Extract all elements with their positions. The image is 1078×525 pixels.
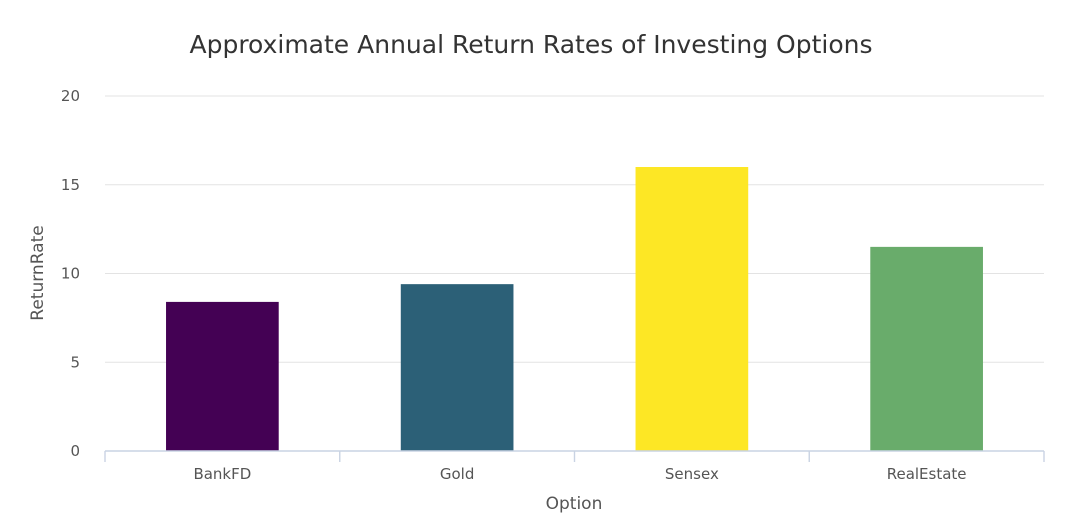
x-axis-title: Option bbox=[546, 494, 603, 514]
x-tick-label: RealEstate bbox=[887, 465, 967, 483]
bar-realestate bbox=[870, 246, 983, 451]
bar-bankfd bbox=[166, 301, 279, 451]
y-tick-label: 10 bbox=[61, 265, 80, 283]
bar-sensex bbox=[635, 167, 749, 451]
y-axis-title: ReturnRate bbox=[28, 225, 48, 320]
y-tick-label: 20 bbox=[61, 87, 80, 105]
y-tick-label: 15 bbox=[61, 176, 80, 194]
x-axis: BankFD Gold Sensex RealEstate bbox=[104, 450, 1045, 483]
bar-gold bbox=[400, 284, 514, 451]
x-tick-label: Sensex bbox=[665, 465, 719, 483]
y-axis-ticks: 0 5 10 15 20 bbox=[61, 87, 80, 460]
y-tick-label: 5 bbox=[70, 353, 80, 371]
y-tick-label: 0 bbox=[70, 442, 80, 460]
x-tick-label: Gold bbox=[440, 465, 475, 483]
bars bbox=[166, 167, 983, 451]
x-tick-label: BankFD bbox=[193, 465, 251, 483]
chart-title: Approximate Annual Return Rates of Inves… bbox=[189, 30, 872, 59]
